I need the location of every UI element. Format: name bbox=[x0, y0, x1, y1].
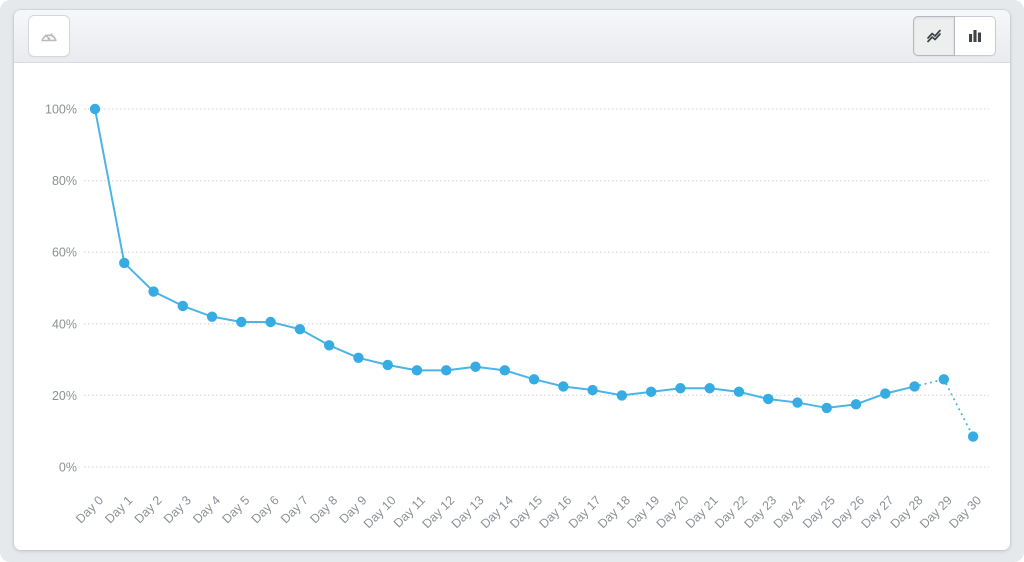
retention-line-dotted bbox=[942, 378, 975, 438]
bar-chart-button[interactable] bbox=[955, 16, 996, 56]
x-axis-label: Day 5 bbox=[219, 493, 252, 526]
chart-card: 0% 20% 40% 60% 80% 100% Day 0 Day 1 Day 2 Day 3 Da… bbox=[14, 10, 1010, 550]
x-axis-label: Day 6 bbox=[249, 493, 282, 526]
data-point[interactable] bbox=[499, 365, 510, 376]
gauge-icon bbox=[41, 33, 57, 42]
data-point[interactable] bbox=[89, 103, 101, 115]
data-point[interactable] bbox=[616, 390, 628, 401]
data-point[interactable] bbox=[119, 257, 130, 269]
retention-line bbox=[152, 290, 184, 307]
y-axis-label: 40% bbox=[52, 317, 77, 331]
y-axis-label: 20% bbox=[52, 389, 77, 403]
data-point[interactable] bbox=[850, 399, 862, 410]
data-point[interactable] bbox=[704, 383, 715, 394]
data-point[interactable] bbox=[441, 365, 452, 376]
y-axis-label: 80% bbox=[52, 174, 77, 188]
data-point[interactable] bbox=[528, 374, 540, 385]
data-point[interactable] bbox=[967, 431, 979, 442]
data-point[interactable] bbox=[587, 384, 598, 396]
x-axis-label: Day 8 bbox=[307, 493, 340, 526]
dashboard-button[interactable] bbox=[28, 15, 70, 57]
retention-line bbox=[328, 344, 360, 359]
bar-chart-icon bbox=[969, 30, 981, 42]
data-point[interactable] bbox=[148, 286, 159, 297]
data-point[interactable] bbox=[763, 393, 774, 405]
y-axis-label: 0% bbox=[59, 461, 77, 475]
data-point[interactable] bbox=[938, 374, 950, 385]
data-point[interactable] bbox=[265, 316, 276, 328]
line-chart-icon bbox=[927, 29, 941, 43]
retention-line bbox=[123, 261, 155, 293]
data-point[interactable] bbox=[206, 311, 218, 322]
x-axis-label: Day 2 bbox=[132, 493, 165, 526]
x-axis-label: Day 30 bbox=[946, 493, 984, 531]
data-point[interactable] bbox=[909, 381, 920, 392]
retention-line bbox=[94, 108, 126, 264]
x-axis-label: Day 10 bbox=[361, 493, 399, 531]
x-axis-label: Day 7 bbox=[278, 493, 311, 526]
data-point[interactable] bbox=[411, 365, 423, 376]
retention-line bbox=[298, 328, 331, 347]
data-point[interactable] bbox=[821, 402, 832, 414]
x-axis-label: Day 0 bbox=[73, 493, 106, 526]
chart-type-toggle bbox=[913, 16, 996, 56]
data-point[interactable] bbox=[792, 397, 803, 408]
data-point[interactable] bbox=[323, 340, 335, 351]
y-axis-label: 60% bbox=[52, 246, 77, 260]
data-point[interactable] bbox=[645, 386, 657, 398]
data-point[interactable] bbox=[353, 352, 364, 364]
data-point[interactable] bbox=[294, 323, 306, 335]
x-axis-label: Day 3 bbox=[161, 493, 194, 526]
data-point[interactable] bbox=[470, 361, 481, 372]
data-point[interactable] bbox=[177, 300, 189, 312]
data-point[interactable] bbox=[880, 388, 891, 399]
data-point[interactable] bbox=[382, 359, 393, 371]
line-chart-button[interactable] bbox=[913, 16, 955, 56]
data-point[interactable] bbox=[236, 316, 247, 328]
x-axis-label: Day 4 bbox=[190, 493, 223, 526]
data-point[interactable] bbox=[733, 386, 745, 398]
chart-area: 0% 20% 40% 60% 80% 100% Day 0 Day 1 Day 2 Day 3 Da… bbox=[14, 63, 1010, 550]
data-point[interactable] bbox=[675, 383, 686, 394]
x-axis-label: Day 1 bbox=[102, 493, 135, 526]
chart-toolbar bbox=[14, 10, 1010, 63]
data-point[interactable] bbox=[558, 381, 569, 392]
y-axis-label: 100% bbox=[45, 103, 77, 117]
